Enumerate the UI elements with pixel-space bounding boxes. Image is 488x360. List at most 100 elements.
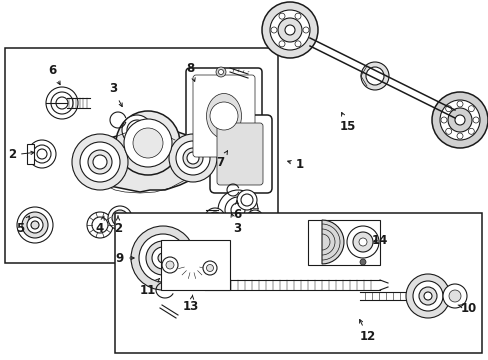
Text: 3: 3	[231, 213, 241, 234]
Text: 12: 12	[359, 319, 375, 343]
Circle shape	[448, 290, 460, 302]
Circle shape	[33, 145, 51, 163]
Circle shape	[169, 134, 217, 182]
Circle shape	[17, 207, 53, 243]
Circle shape	[262, 2, 317, 58]
Circle shape	[216, 67, 225, 77]
Circle shape	[230, 203, 244, 217]
Circle shape	[418, 287, 436, 305]
Circle shape	[412, 281, 442, 311]
Circle shape	[186, 152, 199, 164]
Circle shape	[124, 119, 172, 167]
Bar	[161, 240, 229, 290]
Circle shape	[185, 259, 198, 271]
Circle shape	[46, 87, 78, 119]
Circle shape	[218, 190, 258, 230]
Circle shape	[442, 284, 466, 308]
Circle shape	[423, 292, 431, 300]
Circle shape	[131, 226, 195, 290]
Circle shape	[51, 92, 73, 114]
Circle shape	[447, 294, 469, 316]
FancyBboxPatch shape	[185, 68, 262, 164]
Text: 2: 2	[114, 216, 122, 234]
FancyBboxPatch shape	[193, 75, 254, 157]
Circle shape	[22, 212, 48, 238]
Circle shape	[294, 13, 301, 19]
Circle shape	[456, 133, 462, 139]
Circle shape	[93, 155, 107, 169]
Circle shape	[365, 67, 383, 85]
Circle shape	[133, 128, 163, 158]
Circle shape	[352, 232, 372, 252]
Circle shape	[116, 214, 124, 222]
Circle shape	[270, 27, 276, 33]
Circle shape	[452, 299, 464, 311]
Circle shape	[431, 92, 487, 148]
Bar	[27, 144, 34, 164]
Circle shape	[175, 248, 208, 282]
Circle shape	[56, 97, 68, 109]
Circle shape	[279, 13, 285, 19]
Text: 14: 14	[371, 234, 387, 247]
Circle shape	[194, 256, 207, 270]
Text: 13: 13	[183, 295, 199, 314]
Circle shape	[116, 111, 180, 175]
Circle shape	[198, 260, 203, 266]
Text: 11: 11	[140, 279, 159, 297]
Circle shape	[80, 142, 120, 182]
Circle shape	[132, 125, 142, 135]
Circle shape	[72, 134, 128, 190]
Circle shape	[204, 208, 224, 228]
Circle shape	[303, 27, 308, 33]
Circle shape	[237, 190, 257, 210]
Circle shape	[146, 241, 180, 275]
Text: 6: 6	[48, 63, 60, 85]
Ellipse shape	[206, 94, 241, 139]
Circle shape	[158, 253, 168, 263]
Circle shape	[218, 69, 223, 75]
Circle shape	[31, 221, 39, 229]
Circle shape	[454, 115, 464, 125]
Circle shape	[468, 106, 473, 112]
Circle shape	[183, 148, 203, 168]
FancyBboxPatch shape	[209, 115, 271, 193]
Circle shape	[405, 274, 449, 318]
Circle shape	[122, 115, 152, 145]
Circle shape	[88, 150, 112, 174]
Circle shape	[250, 214, 259, 222]
Circle shape	[456, 101, 462, 107]
Circle shape	[206, 265, 213, 271]
Text: 10: 10	[457, 302, 476, 315]
Bar	[5, 48, 278, 263]
Circle shape	[180, 253, 203, 277]
Text: 6: 6	[232, 201, 241, 220]
Circle shape	[108, 206, 132, 230]
Circle shape	[224, 197, 250, 223]
Polygon shape	[85, 130, 204, 192]
Circle shape	[445, 106, 451, 112]
Circle shape	[285, 25, 294, 35]
Text: 9: 9	[116, 252, 134, 265]
Circle shape	[241, 194, 252, 206]
Circle shape	[87, 212, 113, 238]
Circle shape	[209, 102, 238, 130]
Polygon shape	[321, 220, 343, 264]
Circle shape	[447, 108, 471, 132]
Circle shape	[445, 128, 451, 134]
Circle shape	[439, 100, 479, 140]
Circle shape	[278, 18, 302, 42]
Circle shape	[203, 261, 217, 275]
Circle shape	[246, 210, 263, 226]
Circle shape	[176, 141, 209, 175]
Circle shape	[37, 149, 47, 159]
Text: 4: 4	[96, 216, 104, 234]
Circle shape	[92, 217, 108, 233]
Circle shape	[127, 120, 147, 140]
Circle shape	[152, 247, 174, 269]
Circle shape	[358, 238, 366, 246]
Text: 15: 15	[339, 112, 355, 132]
Circle shape	[269, 10, 309, 50]
Bar	[307, 220, 379, 265]
Text: 7: 7	[216, 151, 227, 170]
Circle shape	[346, 226, 378, 258]
